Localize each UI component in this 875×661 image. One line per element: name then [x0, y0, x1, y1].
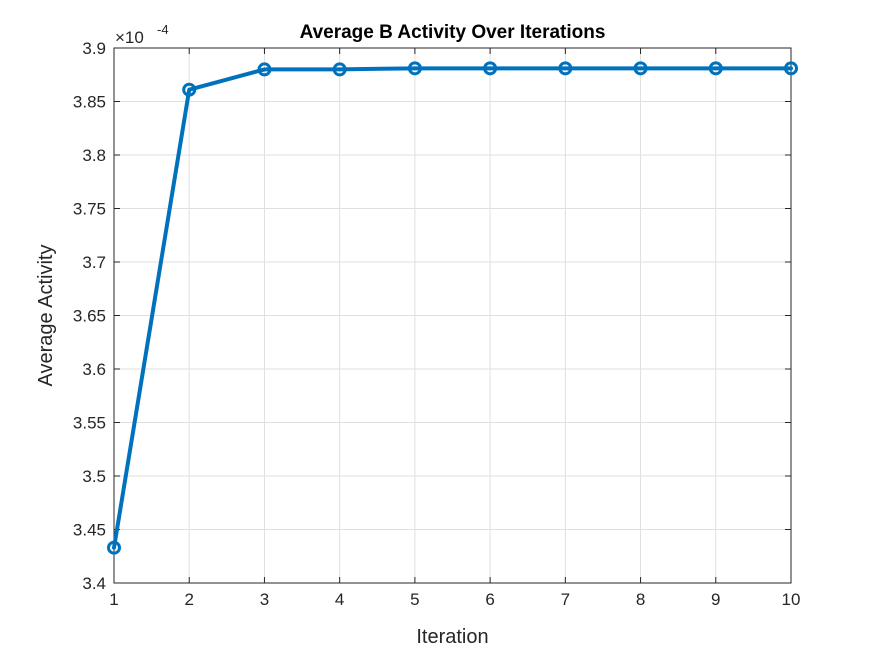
data-point-marker — [332, 62, 347, 77]
x-tick-label: 10 — [782, 590, 801, 609]
data-point-marker — [483, 61, 498, 76]
series-layer — [107, 61, 798, 555]
y-tick-label: 3.9 — [82, 39, 106, 58]
x-tick-label: 3 — [260, 590, 269, 609]
y-tick-label: 3.55 — [73, 414, 106, 433]
x-tick-label: 9 — [711, 590, 720, 609]
x-tick-label: 8 — [636, 590, 645, 609]
x-tick-labels: 1 2 3 4 5 6 7 8 9 10 — [109, 590, 800, 609]
y-tick-label: 3.75 — [73, 200, 106, 219]
y-tick-labels: 3.4 3.45 3.5 3.55 3.6 3.65 3.7 3.75 3.8 3.85 3.9 — [73, 39, 106, 593]
x-axis-label: Iteration — [416, 626, 488, 648]
x-tick-label: 5 — [410, 590, 419, 609]
y-tick-label: 3.45 — [73, 521, 106, 540]
y-exponent-power: -4 — [157, 22, 169, 37]
data-point-marker — [558, 61, 573, 76]
y-tick-label: 3.8 — [82, 146, 106, 165]
y-exponent-base: ×10 — [115, 28, 144, 47]
y-tick-label: 3.65 — [73, 307, 106, 326]
x-tick-label: 1 — [109, 590, 118, 609]
y-tick-label: 3.85 — [73, 93, 106, 112]
y-axis-label: Average Activity — [35, 245, 57, 387]
y-tick-label: 3.5 — [82, 467, 106, 486]
data-point-marker — [407, 61, 422, 76]
x-tick-label: 4 — [335, 590, 344, 609]
series-line — [112, 66, 793, 550]
x-tick-label: 6 — [485, 590, 494, 609]
data-point-marker — [633, 61, 648, 76]
data-point-marker — [107, 540, 121, 555]
x-tick-label: 7 — [561, 590, 570, 609]
data-point-marker — [784, 61, 798, 76]
data-point-marker — [257, 62, 272, 77]
x-tick-label: 2 — [184, 590, 193, 609]
data-point-marker — [182, 82, 197, 97]
data-point-marker — [708, 61, 723, 76]
y-tick-label: 3.4 — [82, 574, 106, 593]
chart-title: Average B Activity Over Iterations — [300, 22, 606, 43]
y-tick-label: 3.6 — [82, 360, 106, 379]
y-tick-label: 3.7 — [82, 253, 106, 272]
